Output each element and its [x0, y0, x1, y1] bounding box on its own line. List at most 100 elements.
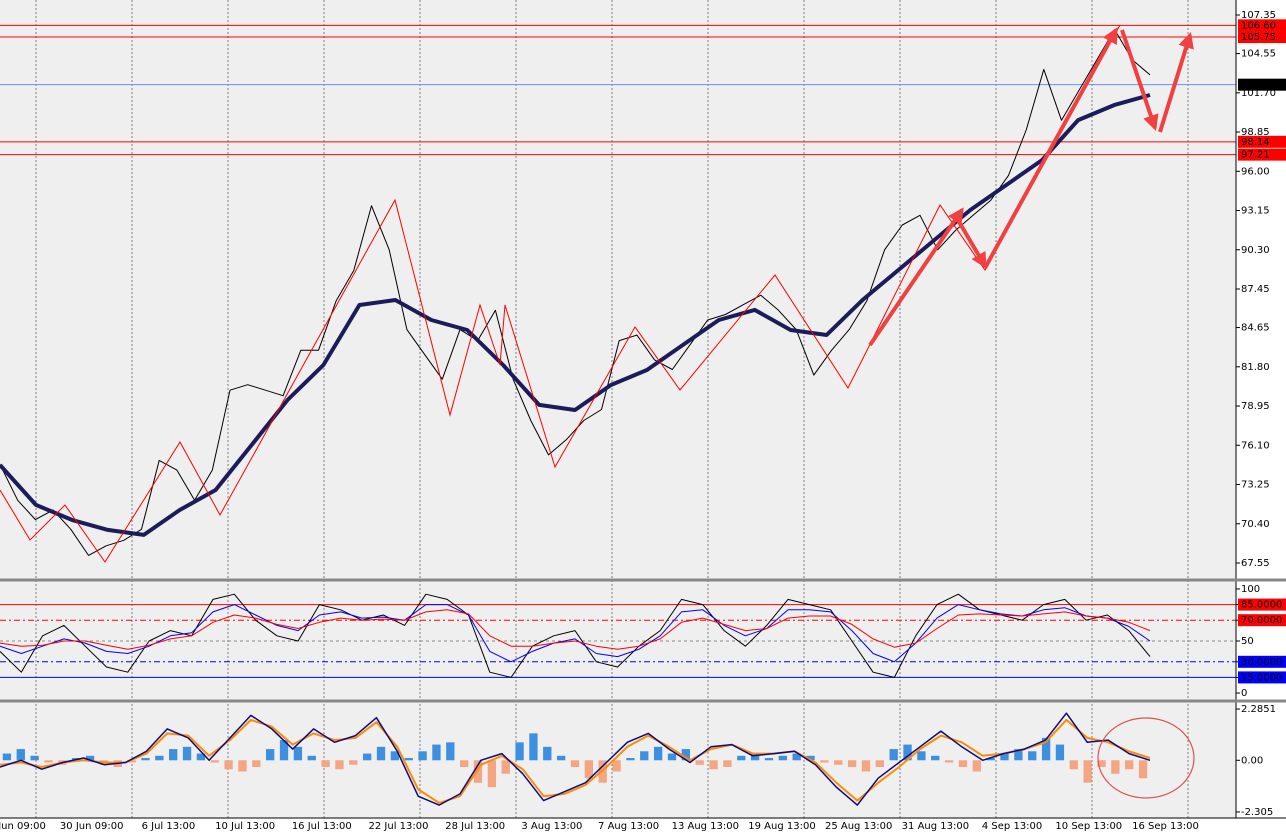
histogram-bar: [141, 758, 150, 761]
y-tick-label: 85.0000: [1241, 600, 1282, 611]
x-tick-label: 4 Sep 13:00: [982, 821, 1042, 832]
histogram-bar: [224, 760, 233, 770]
y-tick-label: 30.0000: [1241, 657, 1282, 668]
y-tick-label: 76.10: [1241, 440, 1270, 451]
tick-label-box: [1238, 598, 1286, 611]
histogram-bar: [1125, 760, 1134, 770]
y-tick-label: 87.45: [1241, 284, 1270, 295]
histogram-bar: [1069, 760, 1078, 770]
y-tick-label: 50: [1241, 636, 1254, 647]
histogram-bar: [1000, 753, 1009, 761]
histogram-bar: [16, 749, 25, 761]
histogram-bar: [30, 755, 39, 761]
histogram-bar: [473, 760, 483, 783]
series-line: [0, 29, 1151, 556]
histogram-bar: [1138, 760, 1148, 779]
x-tick-label: 28 Jul 13:00: [445, 821, 505, 832]
histogram-bar: [931, 755, 940, 761]
x-tick-label: 13 Aug 13:00: [672, 821, 739, 832]
y-tick-label: 73.25: [1241, 480, 1270, 491]
x-tick-label: Jun 09:00: [0, 821, 46, 832]
level-label: 106.60: [1241, 20, 1276, 31]
y-tick-label: 100: [1241, 584, 1260, 595]
y-tick-label: 0.00: [1241, 755, 1263, 766]
histogram-bar: [349, 760, 358, 765]
histogram-bar: [390, 751, 400, 761]
histogram-bar: [501, 760, 510, 774]
y-tick-label: 96.00: [1241, 166, 1270, 177]
histogram-bar: [404, 758, 413, 761]
arrows: [868, 27, 1194, 347]
histogram-bar: [903, 744, 912, 761]
x-tick-label: 22 Jul 13:00: [369, 821, 429, 832]
histogram-bar: [681, 749, 690, 761]
histogram-bar: [723, 760, 732, 768]
tick-label-box: [1238, 655, 1286, 668]
zigzag: [0, 24, 1121, 563]
histogram-bar: [307, 755, 316, 761]
plot-background: [0, 0, 1236, 818]
y-tick-label: 107.35: [1241, 10, 1276, 21]
histogram-bar: [238, 760, 247, 772]
histogram-bar: [432, 744, 441, 761]
histogram-bar: [792, 753, 801, 761]
x-tick-label: 16 Jul 13:00: [292, 821, 352, 832]
histogram-bar: [764, 758, 774, 761]
x-tick-label: 3 Aug 13:00: [521, 821, 582, 832]
series-line: [0, 718, 1151, 804]
histogram-bar: [847, 760, 857, 768]
histogram-bar: [321, 760, 330, 768]
level-label-box: [1238, 148, 1286, 161]
histogram-bar: [266, 749, 275, 761]
histogram-bar: [944, 760, 954, 763]
histogram-bar: [2, 753, 12, 761]
level-label-box: [1238, 135, 1286, 148]
histogram-bar: [182, 746, 192, 761]
histogram-bar: [210, 760, 219, 763]
histogram-bar: [279, 740, 289, 761]
histogram-bar: [958, 760, 968, 768]
x-tick-label: 25 Aug 13:00: [825, 821, 892, 832]
histogram-bar: [169, 749, 178, 761]
histogram-bar: [1041, 737, 1051, 761]
grid: [0, 0, 1236, 818]
level-label-box: [1238, 78, 1286, 91]
histogram-bar: [612, 760, 621, 772]
y-tick-label: 0: [1241, 688, 1247, 699]
level-label-box: [1238, 31, 1286, 44]
histogram-bar: [972, 760, 981, 772]
histogram-bar: [515, 742, 524, 761]
histogram-bar: [543, 746, 552, 761]
annotations: [0, 24, 1195, 799]
histogram-bar: [487, 760, 497, 788]
histogram-bar: [85, 755, 95, 761]
histogram-bar: [889, 749, 898, 761]
y-tick-label: 2.2851: [1241, 704, 1276, 715]
level-label: 105.75: [1241, 32, 1276, 43]
histogram-bar: [1055, 744, 1065, 761]
y-tick-label: 98.85: [1241, 127, 1270, 138]
y-tick-label: 101.70: [1241, 88, 1276, 99]
histogram-bar: [1028, 751, 1037, 761]
histogram-bar: [778, 755, 787, 761]
histogram-bar: [834, 760, 843, 765]
series-line: [0, 604, 1151, 663]
histogram-bar: [1083, 760, 1092, 783]
level-label: 97.21: [1241, 150, 1270, 161]
histogram-bar: [986, 758, 995, 761]
histogram-bar: [750, 753, 760, 761]
histogram-bar: [155, 755, 164, 761]
histogram-bar: [653, 746, 663, 761]
tick-label-box: [1238, 614, 1286, 627]
histogram-bar: [127, 760, 136, 763]
histogram-bar: [1111, 760, 1120, 774]
histogram-bar: [584, 760, 594, 779]
histogram-bar: [335, 760, 344, 770]
histogram-bar: [709, 760, 718, 770]
histogram-bar: [293, 746, 303, 761]
x-tick-label: 7 Aug 13:00: [598, 821, 659, 832]
x-tick-label: 10 Jul 13:00: [215, 821, 275, 832]
histogram-bar: [875, 760, 884, 768]
x-tick-label: 30 Jun 09:00: [60, 821, 124, 832]
